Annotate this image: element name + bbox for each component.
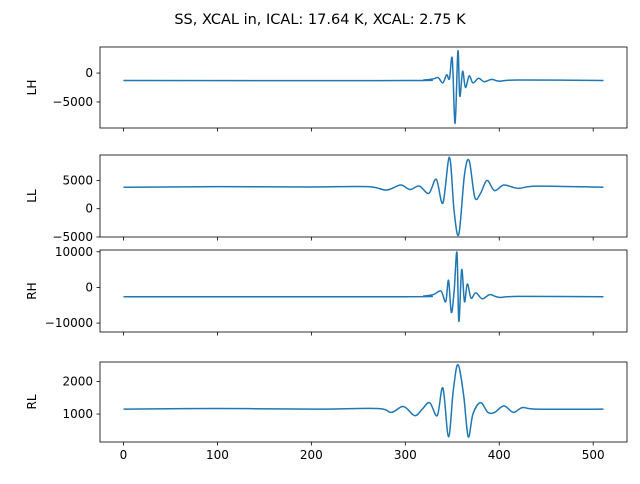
y-tick-label: 0 (85, 202, 93, 216)
x-tick-label: 500 (582, 448, 605, 462)
x-tick-label: 0 (120, 448, 128, 462)
y-axis-label: RL (25, 394, 39, 409)
x-tick-label: 400 (488, 448, 511, 462)
subplots: 0−5000LH50000−5000LL100000−10000RH200010… (25, 46, 628, 462)
series-line (123, 156, 604, 237)
subplot-lh: 0 −5000 LH (25, 46, 628, 132)
y-tick-label: 0 (85, 280, 93, 294)
y-tick-label: 10000 (55, 245, 93, 259)
x-tick-label: 200 (300, 448, 323, 462)
subplot-rl: 2000 1000 0 100 200 300 400 500 RL (25, 361, 628, 462)
y-tick-label: −5000 (52, 95, 93, 109)
x-tick-label: 100 (206, 448, 229, 462)
axes-frame (99, 249, 628, 333)
y-tick-label: 2000 (62, 375, 93, 389)
series-line (123, 251, 604, 323)
y-axis-label: LL (25, 189, 39, 203)
subplot-ll: 5000 0 −5000 LL (25, 154, 628, 244)
figure-title: SS, XCAL in, ICAL: 17.64 K, XCAL: 2.75 K (174, 12, 466, 28)
axes-frame (99, 361, 628, 443)
y-axis-label: RH (25, 282, 39, 299)
y-tick-label: −5000 (52, 230, 93, 244)
y-tick-label: −10000 (45, 316, 93, 330)
axes-frame (99, 154, 628, 238)
axes-frame (99, 46, 628, 129)
x-tick-label: 300 (394, 448, 417, 462)
series-line (123, 50, 604, 125)
subplot-rh: 10000 0 −10000 RH (25, 245, 628, 336)
y-tick-label: 5000 (62, 173, 93, 187)
y-tick-label: 0 (85, 66, 93, 80)
series-line (123, 363, 604, 438)
y-tick-label: 1000 (62, 407, 93, 421)
y-axis-label: LH (25, 80, 39, 96)
